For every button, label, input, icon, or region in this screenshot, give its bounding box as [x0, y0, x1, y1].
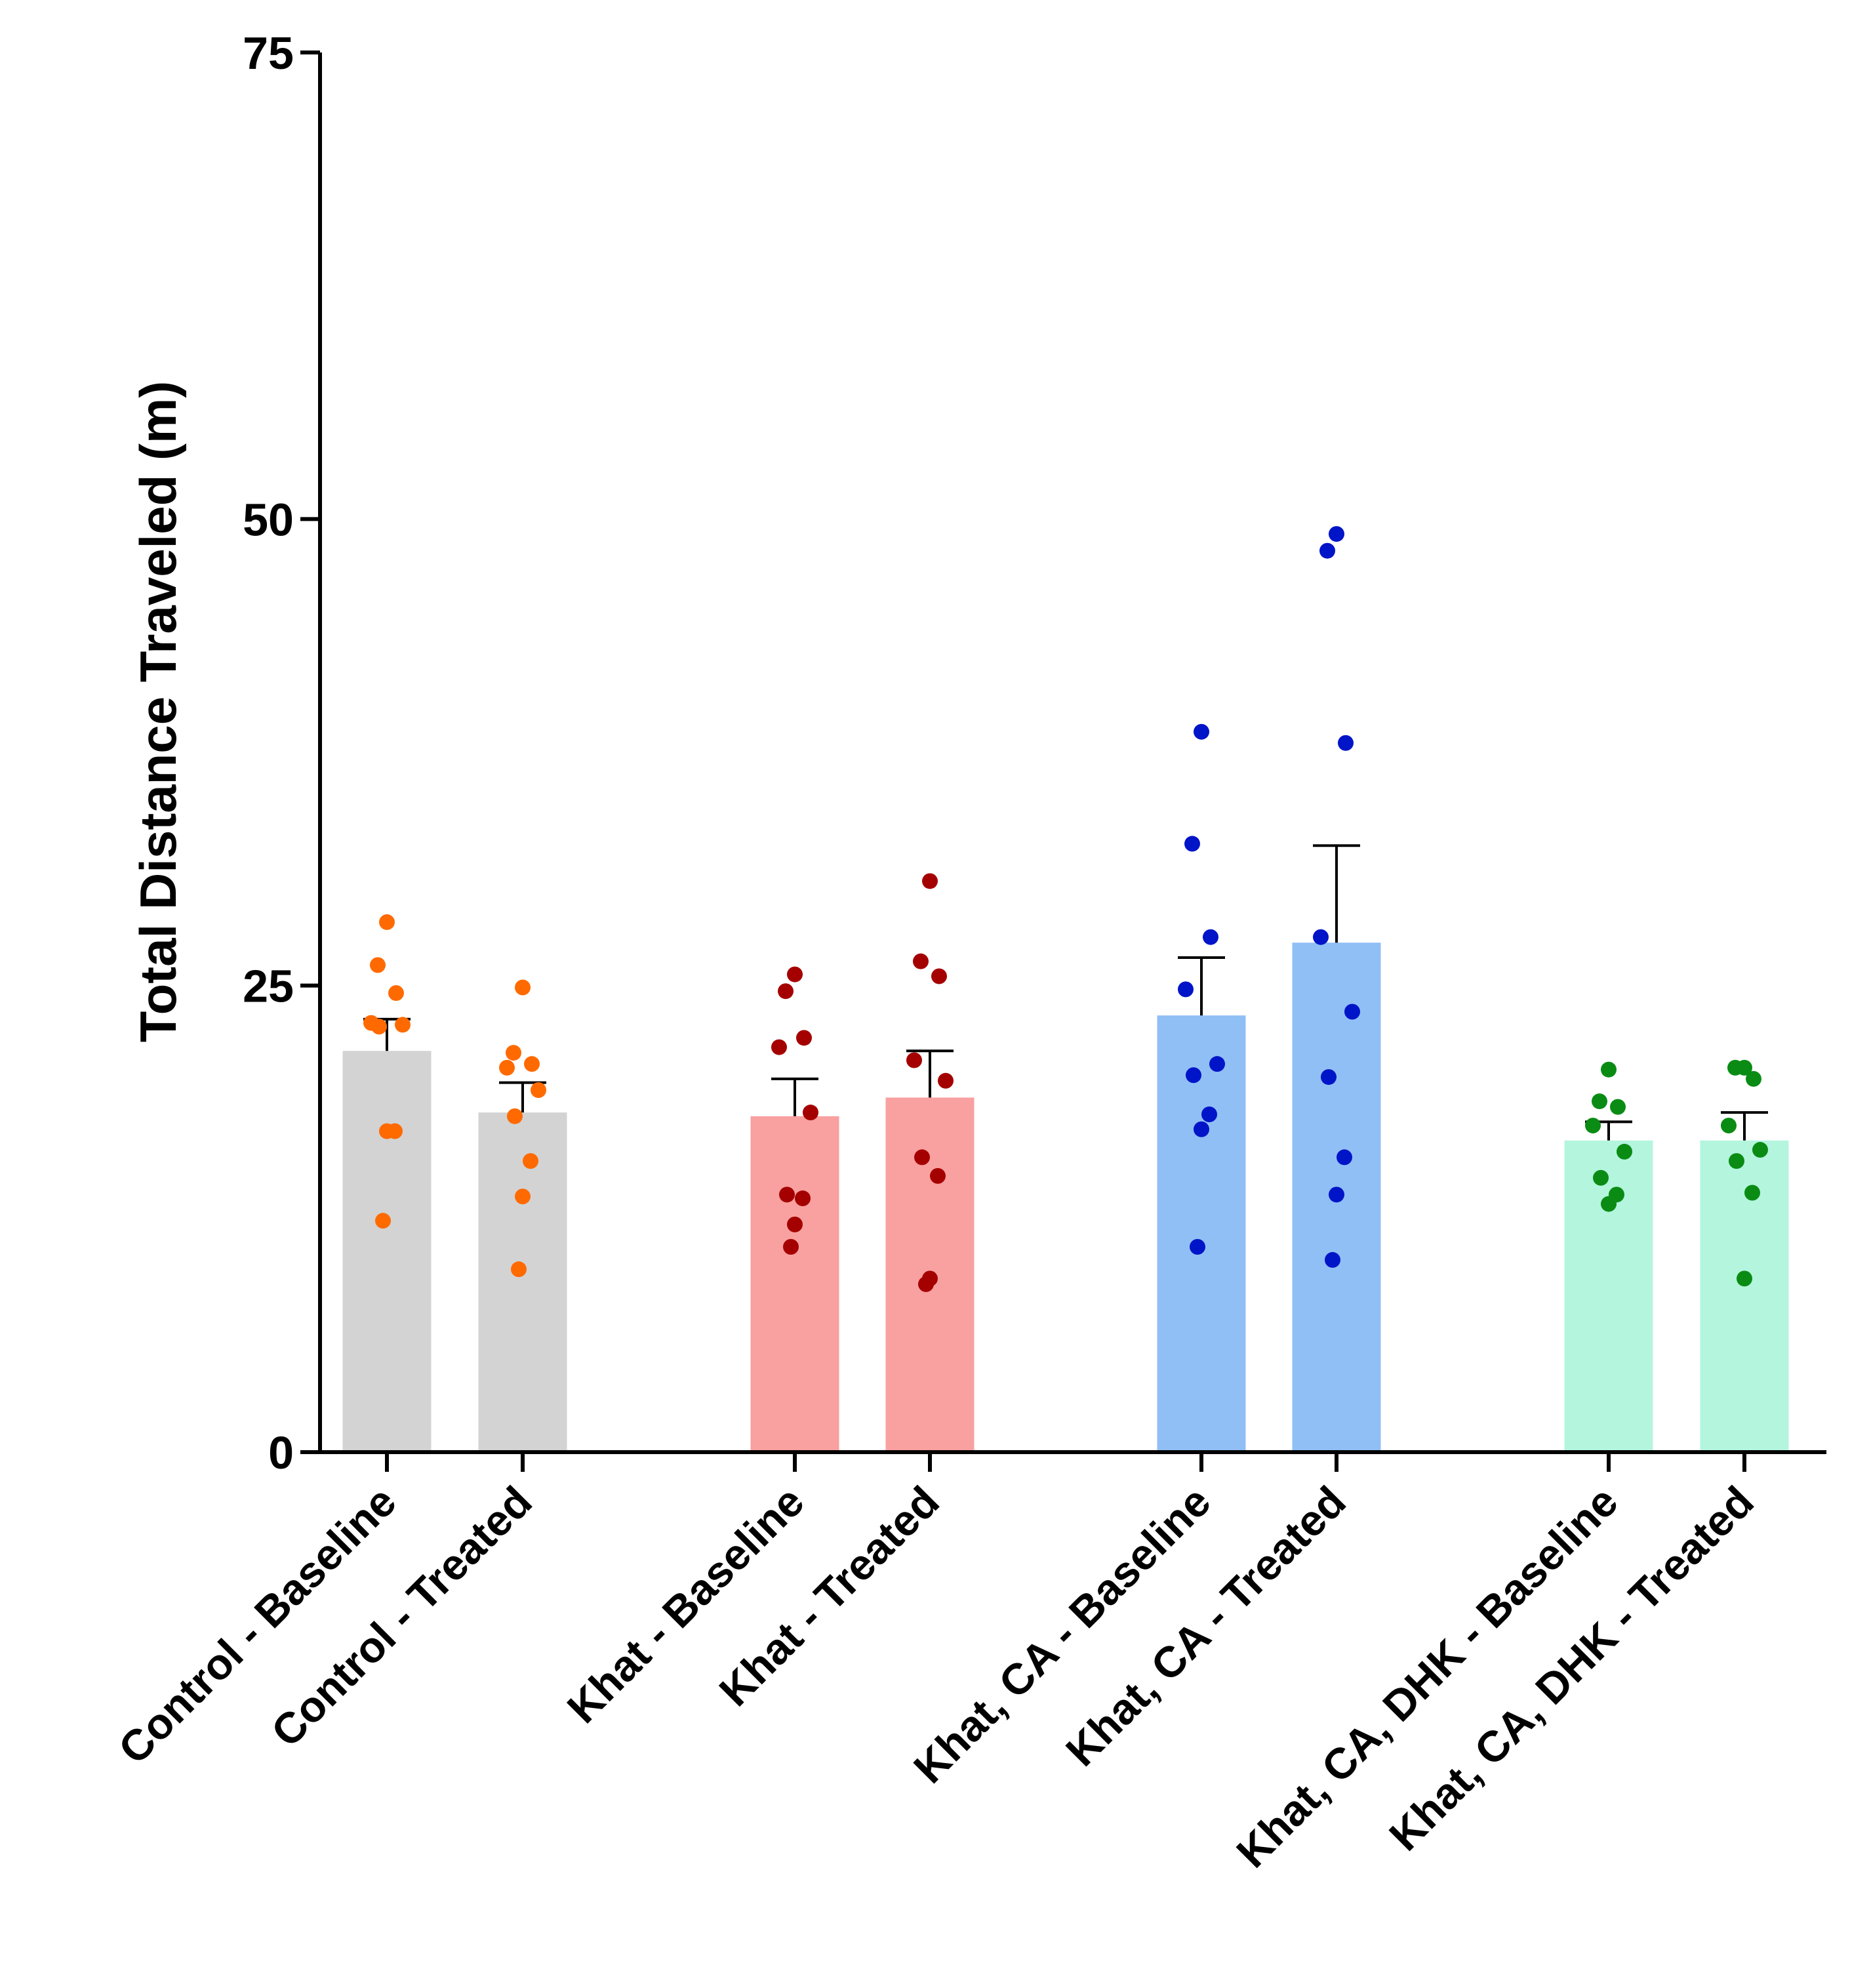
data-point — [778, 983, 794, 1000]
data-point — [918, 1276, 934, 1292]
data-point — [1727, 1059, 1743, 1076]
data-point — [1329, 526, 1344, 542]
data-point — [779, 1187, 795, 1203]
data-point — [1325, 1251, 1340, 1268]
data-point — [395, 1017, 411, 1033]
data-point — [1601, 1061, 1617, 1078]
y-tick-label: 75 — [243, 28, 294, 79]
y-tick-label: 0 — [268, 1427, 294, 1478]
bar-3 — [750, 1116, 839, 1452]
data-point — [1729, 1153, 1744, 1169]
data-point — [524, 1056, 540, 1072]
data-point — [371, 1019, 387, 1035]
bars-layer — [342, 943, 1789, 1452]
bar-5 — [1157, 1015, 1246, 1452]
data-point — [1329, 1187, 1344, 1203]
data-point — [531, 1082, 546, 1099]
data-point — [1593, 1169, 1609, 1186]
data-point — [379, 914, 395, 930]
data-point — [1744, 1185, 1760, 1201]
data-point — [388, 985, 404, 1002]
data-point — [1737, 1270, 1752, 1287]
bar-8 — [1700, 1140, 1789, 1452]
data-point — [1344, 1004, 1360, 1020]
data-point — [1337, 1149, 1352, 1166]
points-layer — [363, 526, 1768, 1292]
data-point — [1186, 1067, 1201, 1084]
data-point — [1721, 1118, 1737, 1134]
data-point — [1194, 1121, 1209, 1137]
data-point — [783, 1239, 799, 1255]
data-point — [1203, 929, 1218, 945]
data-point — [1338, 735, 1354, 751]
data-point — [1746, 1070, 1761, 1087]
data-point — [523, 1153, 538, 1169]
y-tick-label: 50 — [243, 494, 294, 545]
data-point — [787, 1216, 803, 1232]
y-tick-label: 25 — [243, 961, 294, 1012]
data-point — [938, 1072, 954, 1089]
data-point — [511, 1261, 527, 1278]
data-point — [1201, 1106, 1217, 1122]
data-point — [913, 953, 929, 969]
data-point — [906, 1052, 922, 1068]
data-point — [1194, 723, 1209, 740]
error-bars-layer — [363, 844, 1768, 1141]
data-point — [914, 1149, 930, 1166]
data-point — [375, 1213, 391, 1229]
data-point — [1752, 1142, 1768, 1158]
data-point — [922, 873, 938, 889]
data-point — [803, 1105, 818, 1121]
data-point — [507, 1108, 523, 1124]
data-point — [1321, 1069, 1337, 1085]
data-point — [931, 968, 947, 984]
data-point — [1209, 1056, 1225, 1072]
x-tick-label: Control - Treated — [262, 1477, 541, 1756]
data-point — [370, 957, 386, 973]
data-point — [1313, 929, 1329, 945]
data-point — [379, 1123, 395, 1139]
data-point — [515, 979, 531, 996]
data-point — [1617, 1143, 1632, 1160]
bar-2 — [478, 1112, 567, 1452]
y-axis-title: Total Distance Traveled (m) — [129, 381, 187, 1043]
data-point — [787, 966, 803, 983]
data-point — [1610, 1099, 1626, 1115]
data-point — [771, 1039, 787, 1055]
data-point — [1601, 1196, 1617, 1212]
data-point — [1585, 1118, 1601, 1134]
data-point — [1592, 1093, 1607, 1110]
data-point — [930, 1167, 946, 1184]
data-point — [1190, 1239, 1205, 1255]
data-point — [1319, 542, 1335, 559]
data-point — [515, 1188, 531, 1205]
bar-7 — [1564, 1140, 1653, 1452]
data-point — [499, 1059, 515, 1076]
data-point — [1178, 981, 1194, 998]
data-point — [796, 1030, 812, 1046]
data-point — [795, 1190, 811, 1207]
bar-1 — [342, 1051, 432, 1452]
data-point — [506, 1045, 521, 1061]
x-tick-label: Khat - Baseline — [557, 1477, 813, 1732]
data-point — [1184, 836, 1200, 852]
